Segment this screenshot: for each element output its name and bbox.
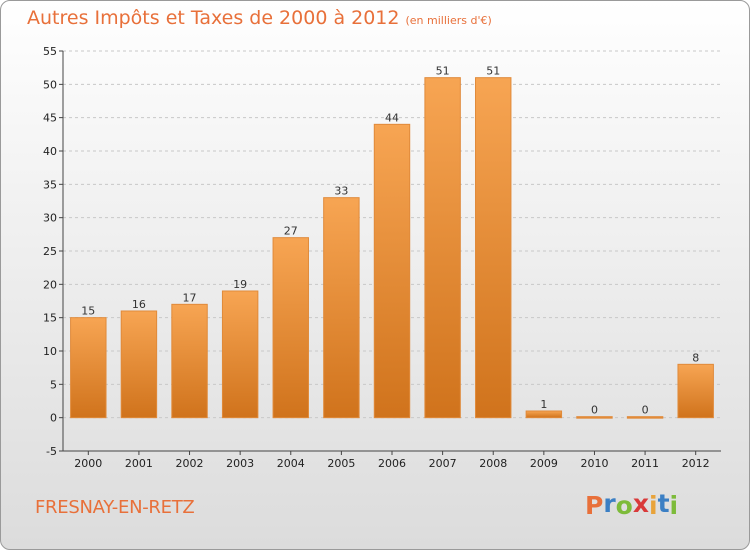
x-tick-label-2002: 2002 bbox=[176, 457, 204, 470]
value-label-2002: 17 bbox=[183, 291, 197, 304]
chart-title-block: Autres Impôts et Taxes de 2000 à 2012 (en… bbox=[27, 7, 492, 29]
chart-title: Autres Impôts et Taxes de 2000 à 2012 bbox=[27, 7, 400, 29]
x-tick-label-2001: 2001 bbox=[125, 457, 153, 470]
y-tick-label: 35 bbox=[43, 178, 57, 191]
logo-letter: x bbox=[632, 489, 649, 518]
bar-2010 bbox=[576, 416, 613, 419]
logo-letter: t bbox=[657, 489, 670, 518]
logo-letter: i bbox=[669, 491, 679, 520]
bar-2004 bbox=[272, 237, 309, 419]
bar-2008 bbox=[475, 77, 512, 419]
value-labels: 15 16 17 19 27 33 44 51 51 1 0 0 8 bbox=[81, 65, 699, 417]
logo-letter: i bbox=[649, 491, 658, 520]
bar-2012 bbox=[677, 363, 714, 419]
logo-letter: o bbox=[615, 491, 633, 520]
value-label-2011: 0 bbox=[642, 404, 649, 417]
logo-letter: P bbox=[585, 491, 604, 520]
value-label-2009: 1 bbox=[540, 398, 547, 411]
y-tick-label: 10 bbox=[43, 345, 57, 358]
proxiti-logo: Proxiti bbox=[585, 489, 679, 520]
x-tick-label-2003: 2003 bbox=[226, 457, 254, 470]
value-label-2008: 51 bbox=[486, 65, 500, 78]
x-tick-label-2011: 2011 bbox=[631, 457, 659, 470]
value-label-2004: 27 bbox=[284, 225, 298, 238]
bar-2000 bbox=[70, 317, 107, 419]
x-tick-label-2009: 2009 bbox=[530, 457, 558, 470]
y-tick-label: 30 bbox=[43, 212, 57, 225]
value-label-2000: 15 bbox=[81, 305, 95, 318]
y-tick-label: 0 bbox=[50, 412, 57, 425]
x-tick-label-2007: 2007 bbox=[429, 457, 457, 470]
y-tick-label: 5 bbox=[50, 378, 57, 391]
bar-2001 bbox=[120, 310, 158, 419]
commune-name: FRESNAY-EN-RETZ bbox=[35, 497, 195, 518]
y-tick-label: 45 bbox=[43, 112, 57, 125]
logo-letter: r bbox=[603, 489, 616, 518]
chart-subtitle: (en milliers d'€) bbox=[405, 14, 492, 27]
x-tick-label-2012: 2012 bbox=[682, 457, 710, 470]
x-tick-label-2008: 2008 bbox=[479, 457, 507, 470]
y-tick-label: 20 bbox=[43, 278, 57, 291]
value-label-2003: 19 bbox=[233, 278, 247, 291]
x-tick-label-2000: 2000 bbox=[74, 457, 102, 470]
bar-2002 bbox=[171, 303, 208, 419]
y-tick-label: -5 bbox=[46, 445, 57, 458]
value-label-2007: 51 bbox=[436, 65, 450, 78]
bar-2007 bbox=[424, 77, 461, 419]
y-tick-label: 50 bbox=[43, 78, 57, 91]
x-tick-label-2005: 2005 bbox=[327, 457, 355, 470]
bar-2006 bbox=[373, 123, 411, 419]
bar-2009 bbox=[525, 410, 563, 419]
y-tick-label: 25 bbox=[43, 245, 57, 258]
value-label-2010: 0 bbox=[591, 404, 598, 417]
bars bbox=[70, 77, 714, 419]
value-label-2006: 44 bbox=[385, 111, 399, 124]
bar-2005 bbox=[323, 197, 360, 419]
bar-2011 bbox=[626, 416, 664, 419]
value-label-2012: 8 bbox=[692, 351, 699, 364]
y-tick-label: 55 bbox=[43, 45, 57, 58]
x-tick-label-2010: 2010 bbox=[580, 457, 608, 470]
value-label-2005: 33 bbox=[334, 185, 348, 198]
y-tick-label: 15 bbox=[43, 312, 57, 325]
y-tick-label: 40 bbox=[43, 145, 57, 158]
value-label-2001: 16 bbox=[132, 298, 146, 311]
x-tick-label-2006: 2006 bbox=[378, 457, 406, 470]
x-tick-label-2004: 2004 bbox=[277, 457, 305, 470]
bar-2003 bbox=[221, 290, 259, 419]
